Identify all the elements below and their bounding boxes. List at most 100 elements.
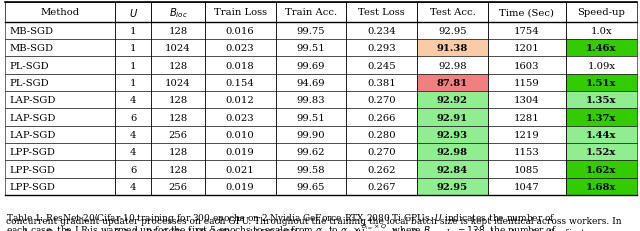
- Text: 1.09x: 1.09x: [588, 61, 616, 70]
- Bar: [417, 109, 488, 126]
- Bar: [115, 3, 151, 23]
- Bar: [115, 178, 151, 195]
- Text: 4: 4: [130, 96, 136, 105]
- Bar: [5, 23, 115, 40]
- Text: LAP-SGD: LAP-SGD: [10, 113, 56, 122]
- Text: 0.012: 0.012: [226, 96, 255, 105]
- Text: 1: 1: [130, 44, 136, 53]
- Text: 0.270: 0.270: [367, 96, 396, 105]
- Bar: [566, 109, 637, 126]
- Bar: [151, 178, 205, 195]
- Text: 128: 128: [168, 27, 188, 36]
- Text: 0.266: 0.266: [367, 113, 396, 122]
- Text: PL-SGD: PL-SGD: [10, 79, 49, 88]
- Text: 1: 1: [130, 61, 136, 70]
- Bar: [566, 74, 637, 92]
- Text: 91.38: 91.38: [437, 44, 468, 53]
- Text: 1153: 1153: [514, 148, 540, 157]
- Text: 128: 128: [168, 165, 188, 174]
- Text: 1.52x: 1.52x: [586, 148, 616, 157]
- Text: 1.35x: 1.35x: [586, 96, 617, 105]
- Text: 1219: 1219: [514, 130, 540, 139]
- Text: 128: 128: [168, 148, 188, 157]
- Bar: [205, 178, 276, 195]
- Text: each case, the LR is warmed up for the first 5 epochs to scale from $\alpha_0$ t: each case, the LR is warmed up for the f…: [6, 221, 557, 231]
- Text: $B_{loc}$: $B_{loc}$: [168, 6, 188, 20]
- Bar: [276, 109, 346, 126]
- Text: 99.62: 99.62: [297, 148, 325, 157]
- Text: 1047: 1047: [514, 182, 540, 191]
- Bar: [205, 23, 276, 40]
- Text: LPP-SGD: LPP-SGD: [10, 182, 56, 191]
- Bar: [566, 126, 637, 143]
- Bar: [151, 74, 205, 92]
- Text: concurrent gradient updater processes on each GPU. Throughout the training the l: concurrent gradient updater processes on…: [6, 216, 622, 225]
- Text: 1201: 1201: [514, 44, 540, 53]
- Bar: [151, 126, 205, 143]
- Bar: [417, 161, 488, 178]
- Text: 0.019: 0.019: [226, 182, 255, 191]
- Text: 0.023: 0.023: [226, 44, 255, 53]
- Bar: [151, 109, 205, 126]
- Text: 0.270: 0.270: [367, 148, 396, 157]
- Bar: [276, 92, 346, 109]
- Text: LPP-SGD: LPP-SGD: [10, 148, 56, 157]
- Text: 4: 4: [130, 148, 136, 157]
- Text: Time (Sec): Time (Sec): [499, 8, 554, 17]
- Bar: [205, 161, 276, 178]
- Bar: [115, 92, 151, 109]
- Text: MB-SGD: MB-SGD: [10, 27, 54, 36]
- Bar: [151, 40, 205, 57]
- Bar: [488, 92, 566, 109]
- Text: 99.83: 99.83: [296, 96, 325, 105]
- Bar: [151, 92, 205, 109]
- Text: 256: 256: [168, 182, 188, 191]
- Bar: [488, 40, 566, 57]
- Bar: [115, 143, 151, 161]
- Bar: [205, 126, 276, 143]
- Text: 99.69: 99.69: [297, 61, 325, 70]
- Bar: [488, 23, 566, 40]
- Bar: [276, 3, 346, 23]
- Bar: [205, 74, 276, 92]
- Text: 4: 4: [130, 130, 136, 139]
- Text: 99.65: 99.65: [297, 182, 325, 191]
- Text: 1085: 1085: [514, 165, 540, 174]
- Text: 92.91: 92.91: [437, 113, 468, 122]
- Bar: [417, 74, 488, 92]
- Text: 0.018: 0.018: [226, 61, 255, 70]
- Text: 0.021: 0.021: [226, 165, 255, 174]
- Text: 87.81: 87.81: [437, 79, 468, 88]
- Bar: [488, 57, 566, 74]
- Text: 99.58: 99.58: [296, 165, 325, 174]
- Bar: [346, 143, 417, 161]
- Text: 1: 1: [130, 27, 136, 36]
- Text: 1: 1: [130, 79, 136, 88]
- Text: 1.0x: 1.0x: [591, 27, 612, 36]
- Bar: [5, 57, 115, 74]
- Bar: [115, 161, 151, 178]
- Bar: [346, 57, 417, 74]
- Bar: [346, 23, 417, 40]
- Bar: [205, 143, 276, 161]
- Bar: [346, 161, 417, 178]
- Bar: [205, 40, 276, 57]
- Text: LAP-SGD: LAP-SGD: [10, 96, 56, 105]
- Text: 1159: 1159: [514, 79, 540, 88]
- Bar: [5, 143, 115, 161]
- Text: Train Loss: Train Loss: [214, 8, 267, 17]
- Bar: [5, 178, 115, 195]
- Text: 0.245: 0.245: [367, 61, 396, 70]
- Bar: [417, 92, 488, 109]
- Text: 1.46x: 1.46x: [586, 44, 617, 53]
- Text: 128: 128: [168, 113, 188, 122]
- Text: 1304: 1304: [514, 96, 540, 105]
- Text: 92.98: 92.98: [437, 148, 468, 157]
- Text: MB-SGD: MB-SGD: [10, 44, 54, 53]
- Text: 0.154: 0.154: [226, 79, 255, 88]
- Bar: [346, 109, 417, 126]
- Bar: [566, 143, 637, 161]
- Bar: [566, 178, 637, 195]
- Text: 0.267: 0.267: [367, 182, 396, 191]
- Text: 92.92: 92.92: [437, 96, 468, 105]
